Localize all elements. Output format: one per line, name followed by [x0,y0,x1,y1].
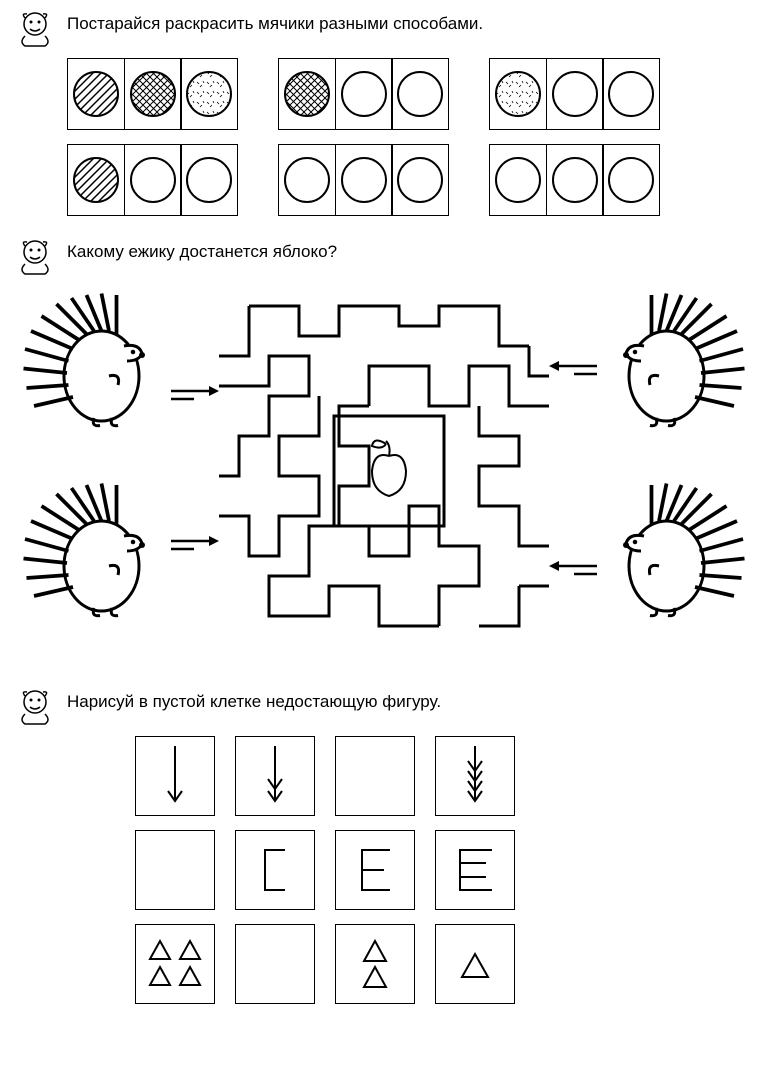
ball-group [489,144,660,216]
apple-icon [372,440,406,496]
figure-cell [135,830,215,910]
ball-cell [180,58,238,130]
ball-cell [67,58,125,130]
ball-icon [607,70,655,118]
arrow-right-icon [169,531,219,551]
mascot-icon [15,686,55,726]
ball-cell [278,58,336,130]
ball-group [278,58,449,130]
figure-cell [235,830,315,910]
ball-cell [278,144,336,216]
task-header: Какому ежику достанется яблоко? [15,236,753,276]
figure-icon [340,741,410,811]
figure-cell [335,736,415,816]
ball-icon [283,70,331,118]
ball-icon [129,70,177,118]
ball-cell [602,58,660,130]
ball-icon [494,156,542,204]
ball-cell [391,144,449,216]
ball-cell [180,144,238,216]
figure-cell [135,736,215,816]
figure-row [135,924,753,1004]
ball-group [67,58,238,130]
ball-icon [396,70,444,118]
ball-icon [185,70,233,118]
ball-group [278,144,449,216]
maze-icon [219,296,549,636]
figure-cell [335,924,415,1004]
ball-icon [494,70,542,118]
ball-icon [607,156,655,204]
figure-row [135,736,753,816]
arrow-right-icon [169,381,219,401]
ball-group [489,58,660,130]
arrow-left-icon [549,556,599,576]
figure-icon [440,741,510,811]
hedgehog-bottom-right-icon [599,476,749,626]
hedgehog-bottom-left-icon [19,476,169,626]
figure-cell [235,736,315,816]
figure-row [135,830,753,910]
figure-cell [435,736,515,816]
task1-prompt: Постарайся раскрасить мячики разными спо… [67,8,483,34]
hedgehog-top-left-icon [19,286,169,436]
task-hedgehog-maze: Какому ежику достанется яблоко? [15,236,753,666]
ball-cell [602,144,660,216]
ball-icon [340,156,388,204]
figure-cell [435,924,515,1004]
figure-icon [440,929,510,999]
task-color-balls: Постарайся раскрасить мячики разными спо… [15,8,753,216]
figure-icon [240,929,310,999]
ball-cell [546,144,604,216]
figure-cell [235,924,315,1004]
task-header: Нарисуй в пустой клетке недостающую фигу… [15,686,753,726]
figure-cell [335,830,415,910]
ball-icon [396,156,444,204]
ball-icon [72,70,120,118]
balls-row [67,58,753,130]
maze-area [19,286,749,666]
ball-icon [340,70,388,118]
ball-cell [391,58,449,130]
figure-cell [135,924,215,1004]
task-header: Постарайся раскрасить мячики разными спо… [15,8,753,48]
task2-prompt: Какому ежику достанется яблоко? [67,236,337,262]
figures-container [135,736,753,1004]
arrow-left-icon [549,356,599,376]
task3-prompt: Нарисуй в пустой клетке недостающую фигу… [67,686,441,712]
ball-cell [489,58,547,130]
ball-cell [67,144,125,216]
task-missing-figure: Нарисуй в пустой клетке недостающую фигу… [15,686,753,1004]
balls-container [67,58,753,216]
ball-cell [335,58,393,130]
figure-icon [140,929,210,999]
ball-icon [551,70,599,118]
hedgehog-top-right-icon [599,286,749,436]
ball-cell [124,144,182,216]
mascot-icon [15,236,55,276]
ball-icon [129,156,177,204]
figure-icon [340,835,410,905]
ball-icon [72,156,120,204]
ball-icon [283,156,331,204]
ball-cell [124,58,182,130]
ball-cell [489,144,547,216]
figure-icon [140,741,210,811]
figure-icon [340,929,410,999]
figure-cell [435,830,515,910]
ball-icon [551,156,599,204]
ball-icon [185,156,233,204]
balls-row [67,144,753,216]
figure-icon [240,741,310,811]
ball-cell [546,58,604,130]
mascot-icon [15,8,55,48]
figure-icon [440,835,510,905]
ball-cell [335,144,393,216]
ball-group [67,144,238,216]
figure-icon [140,835,210,905]
figure-icon [240,835,310,905]
